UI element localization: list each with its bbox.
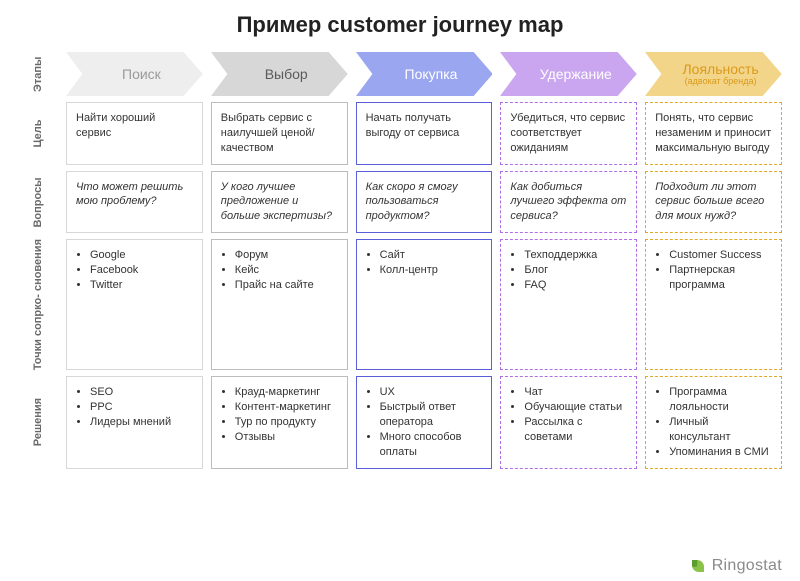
stage-label: Поиск (122, 67, 161, 82)
stage-arrow: Удержание (500, 52, 637, 96)
list-item: Личный консультант (669, 415, 772, 445)
brand-badge: Ringostat (689, 557, 782, 575)
cell: Программа лояльностиЛичный консультантУп… (645, 376, 782, 468)
cell: Customer SuccessПартнерская программа (645, 239, 782, 370)
row-label: Этапы (18, 52, 58, 96)
list-item: Кейс (235, 263, 338, 278)
stage-label: Удержание (540, 67, 612, 82)
cell: Как скоро я смогу пользоваться продуктом… (356, 171, 493, 234)
list-item: Обучающие статьи (524, 400, 627, 415)
cell: Крауд-маркетингКонтент-маркетингТур по п… (211, 376, 348, 468)
list-item: Блог (524, 263, 627, 278)
cell: Как добиться лучшего эффекта от сервиса? (500, 171, 637, 234)
cell: ФорумКейсПрайс на сайте (211, 239, 348, 370)
stage-label: Лояльность(адвокат бренда) (682, 62, 758, 86)
list-item: Customer Success (669, 248, 772, 263)
cell: UXБыстрый ответ оператораМного способов … (356, 376, 493, 468)
cell: Найти хороший сервис (66, 102, 203, 165)
list-item: Форум (235, 248, 338, 263)
cell: Убедиться, что сервис соответствует ожид… (500, 102, 637, 165)
stage-label: Покупка (405, 67, 458, 82)
brand-text: Ringostat (712, 557, 782, 575)
cell: Подходит ли этот сервис больше всего для… (645, 171, 782, 234)
list-item: Сайт (380, 248, 483, 263)
cell: SEOPPCЛидеры мнений (66, 376, 203, 468)
list-item: Упоминания в СМИ (669, 445, 772, 460)
row-label: Точки сопрко- сновения (18, 239, 58, 370)
list-item: Google (90, 248, 193, 263)
list-item: Программа лояльности (669, 385, 772, 415)
list-item: UX (380, 385, 483, 400)
list-item: Чат (524, 385, 627, 400)
row-label: Вопросы (18, 171, 58, 234)
row-label: Цель (18, 102, 58, 165)
stage-arrow: Лояльность(адвокат бренда) (645, 52, 782, 96)
row-label: Решения (18, 376, 58, 468)
list-item: Техподдержка (524, 248, 627, 263)
cell: ЧатОбучающие статьиРассылка с советами (500, 376, 637, 468)
list-item: Лидеры мнений (90, 415, 193, 430)
list-item: Быстрый ответ оператора (380, 400, 483, 430)
list-item: Крауд-маркетинг (235, 385, 338, 400)
page-title: Пример customer journey map (18, 12, 782, 38)
cell: Понять, что сервис незаменим и приносит … (645, 102, 782, 165)
cell: У кого лучшее предложение и больше экспе… (211, 171, 348, 234)
cell: ТехподдержкаБлогFAQ (500, 239, 637, 370)
list-item: Колл-центр (380, 263, 483, 278)
stage-arrow: Покупка (356, 52, 493, 96)
list-item: Прайс на сайте (235, 278, 338, 293)
list-item: SEO (90, 385, 193, 400)
list-item: Twitter (90, 278, 193, 293)
cell: Начать получать выгоду от сервиса (356, 102, 493, 165)
list-item: Много способов оплаты (380, 430, 483, 460)
list-item: FAQ (524, 278, 627, 293)
cell: СайтКолл-центр (356, 239, 493, 370)
cjm-grid: Этапы Поиск Выбор Покупка Удержание Лояльност… (18, 52, 782, 469)
stage-label: Выбор (265, 67, 308, 82)
brand-icon (689, 557, 707, 575)
list-item: Отзывы (235, 430, 338, 445)
list-item: Facebook (90, 263, 193, 278)
list-item: Партнерская программа (669, 263, 772, 293)
list-item: Тур по продукту (235, 415, 338, 430)
stage-arrow: Поиск (66, 52, 203, 96)
list-item: PPC (90, 400, 193, 415)
cell: GoogleFacebookTwitter (66, 239, 203, 370)
stage-arrow: Выбор (211, 52, 348, 96)
cell: Что может решить мою проблему? (66, 171, 203, 234)
list-item: Рассылка с советами (524, 415, 627, 445)
cell: Выбрать сервис с наилучшей ценой/качеств… (211, 102, 348, 165)
list-item: Контент-маркетинг (235, 400, 338, 415)
